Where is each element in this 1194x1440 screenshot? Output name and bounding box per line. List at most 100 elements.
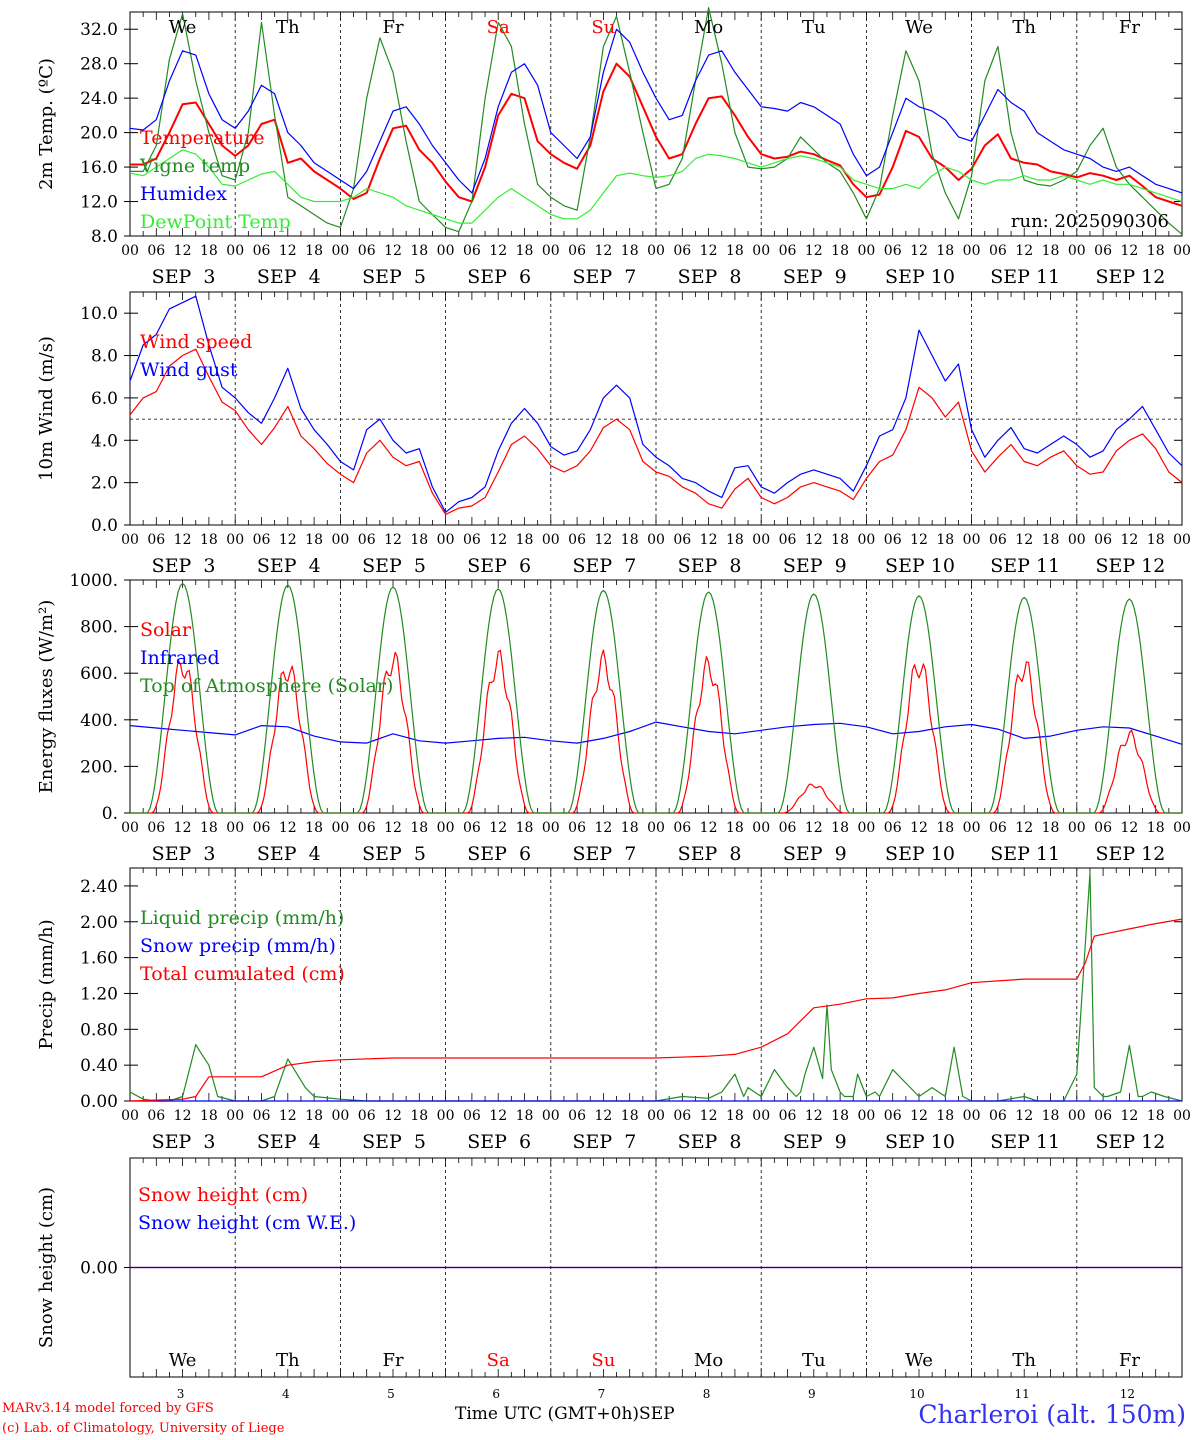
day-number-label: 7 [598,1387,606,1401]
weekday-label-bottom: Su [591,1350,615,1371]
hour-tick-label: 12 [594,243,612,259]
weekday-label-bottom: Fr [382,1350,403,1371]
hour-tick-label: 06 [358,1108,376,1124]
hour-tick-label: 00 [1173,1108,1191,1124]
date-label: SEP 7 [572,843,636,865]
hour-tick-label: 12 [910,243,928,259]
y-tick-label: 200. [80,757,118,777]
hour-tick-label: 12 [594,532,612,548]
hour-tick-label: 06 [673,532,691,548]
date-label: SEP 9 [783,843,847,865]
hour-tick-label: 12 [700,1108,718,1124]
hour-tick-label: 18 [305,1108,323,1124]
weekday-label-bottom: Tu [802,1350,826,1371]
date-label: SEP 4 [257,1131,321,1153]
hour-tick-label: 18 [621,820,639,836]
hour-tick-label: 12 [279,820,297,836]
date-label: SEP 9 [783,266,847,288]
date-label: SEP 12 [1095,843,1165,865]
hour-tick-label: 06 [1094,1108,1112,1124]
hour-tick-label: 06 [1094,532,1112,548]
y-tick-label: 0.40 [80,1056,118,1076]
hour-tick-label: 18 [831,1108,849,1124]
hour-tick-label: 18 [1042,1108,1060,1124]
hour-tick-label: 18 [726,532,744,548]
weekday-label-bottom: Fr [1119,1350,1140,1371]
hour-tick-label: 06 [358,820,376,836]
hour-tick-label: 06 [147,1108,165,1124]
hour-tick-label: 06 [568,820,586,836]
hour-tick-label: 12 [1120,820,1138,836]
hour-tick-label: 12 [174,820,192,836]
hour-tick-label: 18 [936,1108,954,1124]
hour-tick-label: 00 [752,1108,770,1124]
legend-entry: Liquid precip (mm/h) [140,907,344,929]
hour-tick-label: 18 [200,532,218,548]
hour-tick-label: 18 [410,820,428,836]
date-label: SEP 7 [572,266,636,288]
date-label: SEP 3 [152,266,216,288]
hour-tick-label: 00 [752,532,770,548]
y-tick-label: 4.0 [91,431,118,451]
hour-tick-label: 12 [174,1108,192,1124]
hour-tick-label: 12 [174,243,192,259]
hour-tick-label: 06 [673,820,691,836]
hour-tick-label: 00 [121,532,139,548]
hour-tick-label: 00 [963,820,981,836]
hour-tick-label: 06 [253,243,271,259]
weekday-label-top: We [169,17,197,38]
weekday-label-top: Fr [382,17,403,38]
day-number-label: 4 [282,1387,290,1401]
date-label: SEP 11 [990,1131,1060,1153]
hour-tick-label: 06 [673,243,691,259]
hour-tick-label: 00 [226,243,244,259]
y-tick-label: 28.0 [80,55,118,75]
hour-tick-label: 12 [174,532,192,548]
legend-entry: Humidex [140,183,227,205]
hour-tick-label: 06 [884,532,902,548]
hour-tick-label: 00 [226,820,244,836]
hour-tick-label: 00 [121,820,139,836]
hour-tick-label: 18 [831,243,849,259]
hour-tick-label: 12 [805,243,823,259]
y-tick-label: 10.0 [80,304,118,324]
hour-tick-label: 12 [805,820,823,836]
hour-tick-label: 12 [700,532,718,548]
y-tick-label: 1000. [69,571,118,591]
hour-tick-label: 18 [200,1108,218,1124]
hour-tick-label: 06 [358,243,376,259]
hour-tick-label: 18 [200,243,218,259]
day-number-label: 11 [1015,1387,1030,1401]
y-tick-label: 24.0 [80,89,118,109]
hour-tick-label: 12 [279,243,297,259]
series-line-wind-gust [129,295,1183,513]
hour-tick-label: 12 [279,532,297,548]
hour-tick-label: 18 [516,532,534,548]
y-axis-label: 2m Temp. (ºC) [36,58,57,190]
hour-tick-label: 18 [305,243,323,259]
date-label: SEP 6 [467,266,531,288]
weekday-label-bottom: Th [276,1350,300,1371]
legend-entry: Snow precip (mm/h) [140,935,336,957]
hour-tick-label: 18 [516,820,534,836]
hour-tick-label: 12 [489,243,507,259]
hour-tick-label: 12 [384,243,402,259]
hour-tick-label: 12 [1015,532,1033,548]
hour-tick-label: 06 [147,532,165,548]
legend-entry: Snow height (cm) [138,1184,308,1206]
day-number-label: 9 [808,1387,816,1401]
date-label: SEP 10 [885,1131,955,1153]
hour-tick-label: 12 [1120,532,1138,548]
legend-entry: Snow height (cm W.E.) [138,1212,356,1234]
hour-tick-label: 00 [542,1108,560,1124]
hour-tick-label: 00 [226,1108,244,1124]
legend-entry: Vigne temp [139,155,250,177]
hour-tick-label: 18 [410,532,428,548]
y-tick-label: 0.00 [80,1092,118,1112]
date-label: SEP 4 [257,555,321,577]
date-label: SEP 6 [467,1131,531,1153]
date-label: SEP 6 [467,843,531,865]
hour-tick-label: 00 [1068,1108,1086,1124]
hour-tick-label: 12 [910,1108,928,1124]
hour-tick-label: 12 [1120,1108,1138,1124]
